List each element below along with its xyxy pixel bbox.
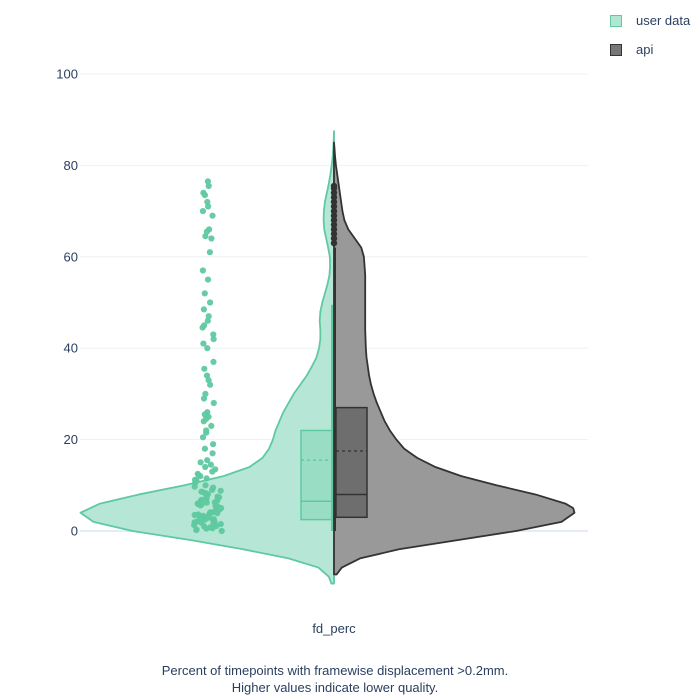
user-data-point: [207, 461, 214, 468]
user-data-point: [209, 450, 216, 457]
user-data-point: [207, 299, 214, 306]
user-data-point: [200, 306, 207, 313]
user-data-point: [191, 476, 199, 483]
api-outlier-point: [330, 194, 338, 201]
user-data-point: [200, 340, 207, 347]
user-data-box: [300, 429, 333, 521]
user-data-point: [202, 463, 209, 471]
api-outlier-point: [330, 189, 338, 196]
user-data-point: [198, 488, 205, 495]
api-outlier-point: [330, 235, 338, 242]
user-data-point: [202, 233, 209, 240]
api-box: [335, 406, 368, 519]
user-data-point: [195, 500, 202, 508]
y-tick-label: 20: [64, 432, 78, 447]
user-data-point: [202, 482, 209, 489]
api-outlier-point: [330, 226, 338, 233]
user-data-point: [203, 499, 210, 506]
user-data-point: [195, 511, 202, 518]
y-tick-labels: 0 20 40 60 80 100: [56, 67, 78, 539]
user-data-point: [214, 510, 221, 517]
user-data-point: [203, 429, 210, 436]
user-data-point: [203, 475, 210, 482]
user-data-point: [201, 365, 208, 372]
user-data-point: [199, 267, 206, 274]
user-data-point: [206, 249, 213, 256]
user-data-point: [209, 468, 216, 475]
user-data-point: [210, 441, 217, 448]
user-data-trace: [79, 130, 335, 585]
api-outlier-point: [330, 182, 338, 190]
user-data-point: [205, 313, 212, 320]
legend-item-api[interactable]: api: [610, 35, 690, 64]
user-data-point: [204, 317, 211, 324]
user-data-point: [205, 182, 212, 190]
legend-label-api: api: [636, 42, 654, 57]
user-data-point: [203, 525, 210, 532]
legend-label-user-data: user data: [636, 13, 691, 28]
legend-swatch-api: [610, 43, 622, 56]
y-tick-label: 0: [71, 524, 78, 539]
legend-swatch-user-data: [610, 14, 622, 27]
user-data-point: [218, 527, 225, 535]
user-data-point: [201, 192, 208, 199]
api-outlier-point: [330, 198, 338, 206]
user-data-point: [199, 434, 207, 441]
api-outlier-point: [330, 230, 338, 238]
y-tick-label: 40: [64, 341, 78, 356]
user-data-point: [191, 519, 198, 526]
user-data-point: [204, 178, 211, 185]
user-data-point: [201, 445, 208, 452]
api-outlier-point: [330, 207, 338, 215]
user-data-point: [208, 235, 215, 242]
user-data-violin-body: [79, 130, 335, 585]
user-data-point: [193, 527, 200, 534]
user-data-point: [210, 336, 217, 343]
user-data-point: [191, 483, 198, 490]
user-data-point: [210, 399, 217, 407]
caption-line-2: Higher values indicate lower quality.: [231, 680, 439, 695]
user-data-point: [200, 395, 208, 402]
user-data-point: [210, 331, 217, 338]
x-category-label: fd_perc: [312, 621, 356, 636]
user-data-point: [217, 487, 224, 494]
api-outlier-point: [330, 212, 338, 219]
user-data-point: [197, 459, 204, 466]
user-data-point: [205, 514, 213, 521]
user-data-point: [214, 505, 221, 512]
user-data-point: [207, 381, 214, 388]
api-outlier-point: [330, 203, 338, 210]
user-data-point: [205, 203, 212, 210]
api-outlier-point: [330, 239, 338, 247]
user-data-point: [200, 418, 207, 425]
user-data-point: [204, 345, 211, 352]
user-data-point: [209, 525, 216, 532]
user-data-point: [207, 509, 214, 516]
user-data-point: [199, 324, 206, 331]
user-data-point: [204, 457, 211, 464]
api-violin-body: [333, 141, 576, 576]
api-trace: [330, 141, 576, 576]
y-tick-label: 100: [56, 67, 78, 82]
api-outlier-point: [330, 217, 338, 224]
legend-item-user-data[interactable]: user data: [610, 6, 690, 35]
caption-line-1: Percent of timepoints with framewise dis…: [161, 663, 509, 678]
user-data-point: [195, 472, 202, 479]
user-data-point: [209, 486, 216, 493]
api-outlier-point: [330, 221, 338, 228]
user-data-point: [209, 212, 216, 219]
user-data-point: [204, 276, 212, 283]
user-data-point: [201, 290, 208, 297]
y-tick-label: 80: [64, 158, 78, 173]
user-data-point: [210, 516, 217, 523]
user-data-point: [210, 358, 217, 365]
y-tick-label: 60: [64, 249, 78, 264]
user-data-point: [199, 208, 206, 215]
legend: user data api: [610, 6, 690, 64]
user-data-point: [214, 497, 221, 504]
user-data-point: [208, 422, 215, 429]
